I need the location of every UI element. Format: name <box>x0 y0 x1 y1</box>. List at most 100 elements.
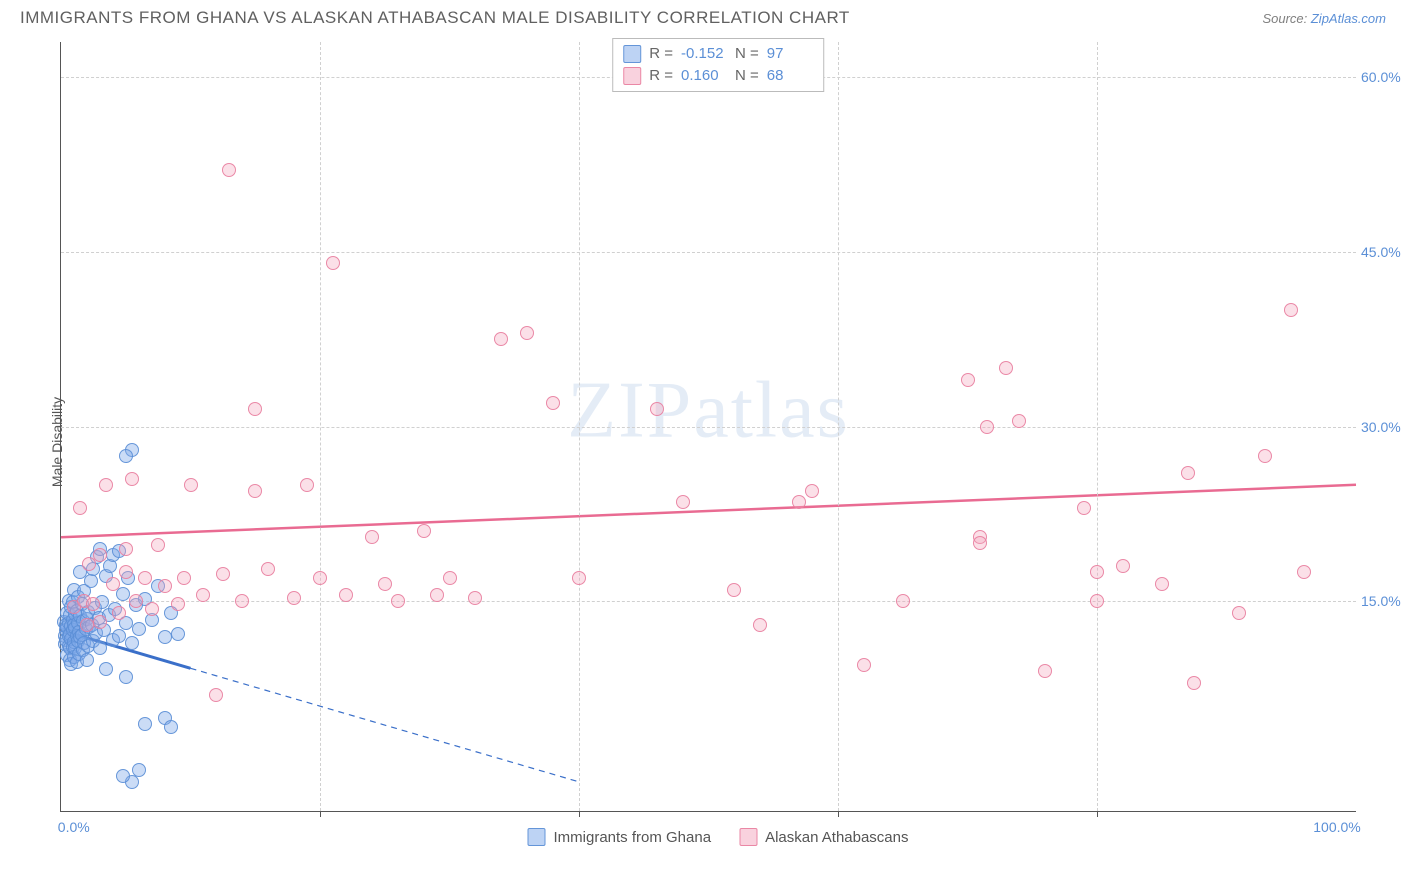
plot-area: ZIPatlas 15.0%30.0%45.0%60.0%0.0%100.0% <box>60 42 1356 812</box>
data-point <box>572 571 586 585</box>
data-point <box>164 720 178 734</box>
data-point <box>676 495 690 509</box>
correlation-row-series-1: R = 0.160 N = 68 <box>623 65 813 87</box>
data-point <box>93 548 107 562</box>
data-point <box>171 627 185 641</box>
data-point <box>116 769 130 783</box>
y-tick-label: 30.0% <box>1361 419 1401 435</box>
data-point <box>430 588 444 602</box>
gridline-v <box>838 42 839 811</box>
data-point <box>391 594 405 608</box>
data-point <box>138 717 152 731</box>
legend-item-0: Immigrants from Ghana <box>528 828 712 846</box>
data-point <box>119 670 133 684</box>
watermark-text: ZIPatlas <box>567 366 850 457</box>
data-point <box>129 594 143 608</box>
data-point <box>792 495 806 509</box>
chart-container: Male Disability ZIPatlas 15.0%30.0%45.0%… <box>50 32 1386 852</box>
data-point <box>1116 559 1130 573</box>
correlation-legend: R = -0.152 N = 97 R = 0.160 N = 68 <box>612 38 824 92</box>
data-point <box>116 587 130 601</box>
data-point <box>1284 303 1298 317</box>
data-point <box>1258 449 1272 463</box>
y-tick-label: 60.0% <box>1361 69 1401 85</box>
gridline-h <box>61 601 1356 602</box>
swatch-series-0 <box>528 828 546 846</box>
data-point <box>961 373 975 387</box>
source-attribution: Source: ZipAtlas.com <box>1262 11 1386 26</box>
data-point <box>1297 565 1311 579</box>
data-point <box>235 594 249 608</box>
data-point <box>999 361 1013 375</box>
y-tick-label: 15.0% <box>1361 593 1401 609</box>
data-point <box>857 658 871 672</box>
legend-item-1: Alaskan Athabascans <box>739 828 908 846</box>
n-value-0: 97 <box>767 43 813 65</box>
data-point <box>138 571 152 585</box>
source-link[interactable]: ZipAtlas.com <box>1311 11 1386 26</box>
data-point <box>494 332 508 346</box>
x-tick-label: 0.0% <box>58 819 90 835</box>
data-point <box>93 615 107 629</box>
r-value-0: -0.152 <box>681 43 727 65</box>
data-point <box>80 618 94 632</box>
data-point <box>546 396 560 410</box>
n-value-1: 68 <box>767 65 813 87</box>
data-point <box>1187 676 1201 690</box>
gridline-v <box>320 42 321 811</box>
data-point <box>727 583 741 597</box>
data-point <box>248 402 262 416</box>
data-point <box>119 542 133 556</box>
data-point <box>980 420 994 434</box>
swatch-series-1 <box>623 67 641 85</box>
data-point <box>1077 501 1091 515</box>
data-point <box>468 591 482 605</box>
gridline-v <box>1097 42 1098 811</box>
data-point <box>650 402 664 416</box>
data-point <box>313 571 327 585</box>
data-point <box>84 574 98 588</box>
data-point <box>119 565 133 579</box>
data-point <box>443 571 457 585</box>
gridline-h <box>61 427 1356 428</box>
data-point <box>145 602 159 616</box>
data-point <box>99 478 113 492</box>
data-point <box>132 622 146 636</box>
data-point <box>287 591 301 605</box>
data-point <box>1155 577 1169 591</box>
data-point <box>119 449 133 463</box>
gridline-h <box>61 252 1356 253</box>
data-point <box>1232 606 1246 620</box>
chart-title: IMMIGRANTS FROM GHANA VS ALASKAN ATHABAS… <box>20 8 850 28</box>
data-point <box>753 618 767 632</box>
data-point <box>99 662 113 676</box>
data-point <box>73 501 87 515</box>
data-point <box>520 326 534 340</box>
data-point <box>86 597 100 611</box>
data-point <box>248 484 262 498</box>
y-tick-label: 45.0% <box>1361 244 1401 260</box>
data-point <box>112 629 126 643</box>
data-point <box>261 562 275 576</box>
data-point <box>300 478 314 492</box>
data-point <box>80 653 94 667</box>
data-point <box>1181 466 1195 480</box>
data-point <box>158 579 172 593</box>
swatch-series-0 <box>623 45 641 63</box>
data-point <box>365 530 379 544</box>
series-legend: Immigrants from Ghana Alaskan Athabascan… <box>528 828 909 846</box>
r-value-1: 0.160 <box>681 65 727 87</box>
data-point <box>112 606 126 620</box>
gridline-v <box>579 42 580 811</box>
data-point <box>125 472 139 486</box>
data-point <box>106 577 120 591</box>
data-point <box>151 538 165 552</box>
data-point <box>1038 664 1052 678</box>
data-point <box>805 484 819 498</box>
data-point <box>378 577 392 591</box>
correlation-row-series-0: R = -0.152 N = 97 <box>623 43 813 65</box>
data-point <box>177 571 191 585</box>
data-point <box>1012 414 1026 428</box>
swatch-series-1 <box>739 828 757 846</box>
data-point <box>339 588 353 602</box>
